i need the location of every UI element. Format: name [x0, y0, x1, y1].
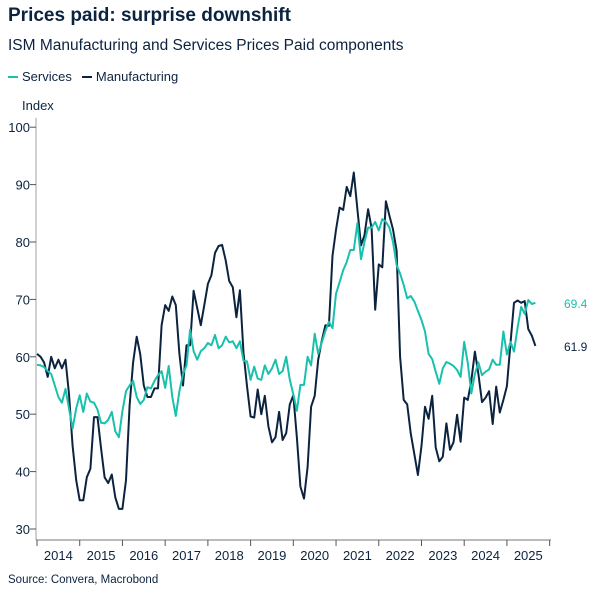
chart-title: Prices paid: surprise downshift	[8, 5, 291, 26]
x-tick-label: 2023	[428, 548, 457, 563]
x-tick-label: 2019	[257, 548, 286, 563]
y-tick-label: 40	[16, 465, 30, 480]
y-tick-label: 90	[16, 178, 30, 193]
y-tick-label: 100	[8, 120, 30, 135]
x-tick-label: 2021	[343, 548, 372, 563]
series-line-services	[36, 218, 536, 439]
x-tick-label: 2017	[172, 548, 201, 563]
x-tick-label: 2020	[300, 548, 329, 563]
x-tick-label: 2015	[87, 548, 116, 563]
y-axis-label: Index	[22, 98, 54, 113]
x-tick-label: 2016	[129, 548, 158, 563]
legend-item-services: Services	[8, 69, 72, 84]
legend-label-manufacturing: Manufacturing	[95, 69, 179, 84]
series-line-manufacturing	[36, 171, 537, 510]
y-tick-label: 50	[16, 407, 30, 422]
x-tick-label: 2022	[386, 548, 415, 563]
y-tick-label: 80	[16, 235, 30, 250]
y-tick-label: 60	[16, 350, 30, 365]
x-tick-label: 2018	[215, 548, 244, 563]
legend-item-manufacturing: Manufacturing	[81, 69, 179, 84]
y-tick-label: 30	[16, 522, 30, 537]
chart-subtitle: ISM Manufacturing and Services Prices Pa…	[8, 37, 404, 54]
legend: Services Manufacturing	[8, 69, 178, 84]
y-tick-label: 70	[16, 292, 30, 307]
x-tick-label: 2024	[471, 548, 500, 563]
source-note: Source: Convera, Macrobond	[8, 574, 159, 586]
legend-swatch-manufacturing	[81, 75, 92, 78]
x-tick-label: 2025	[514, 548, 543, 563]
end-value-label-services: 69.4	[564, 297, 588, 311]
legend-swatch-services	[8, 75, 18, 78]
x-tick-label: 2014	[44, 548, 73, 563]
legend-label-services: Services	[22, 69, 72, 84]
end-value-label-manufacturing: 61.9	[564, 340, 588, 354]
